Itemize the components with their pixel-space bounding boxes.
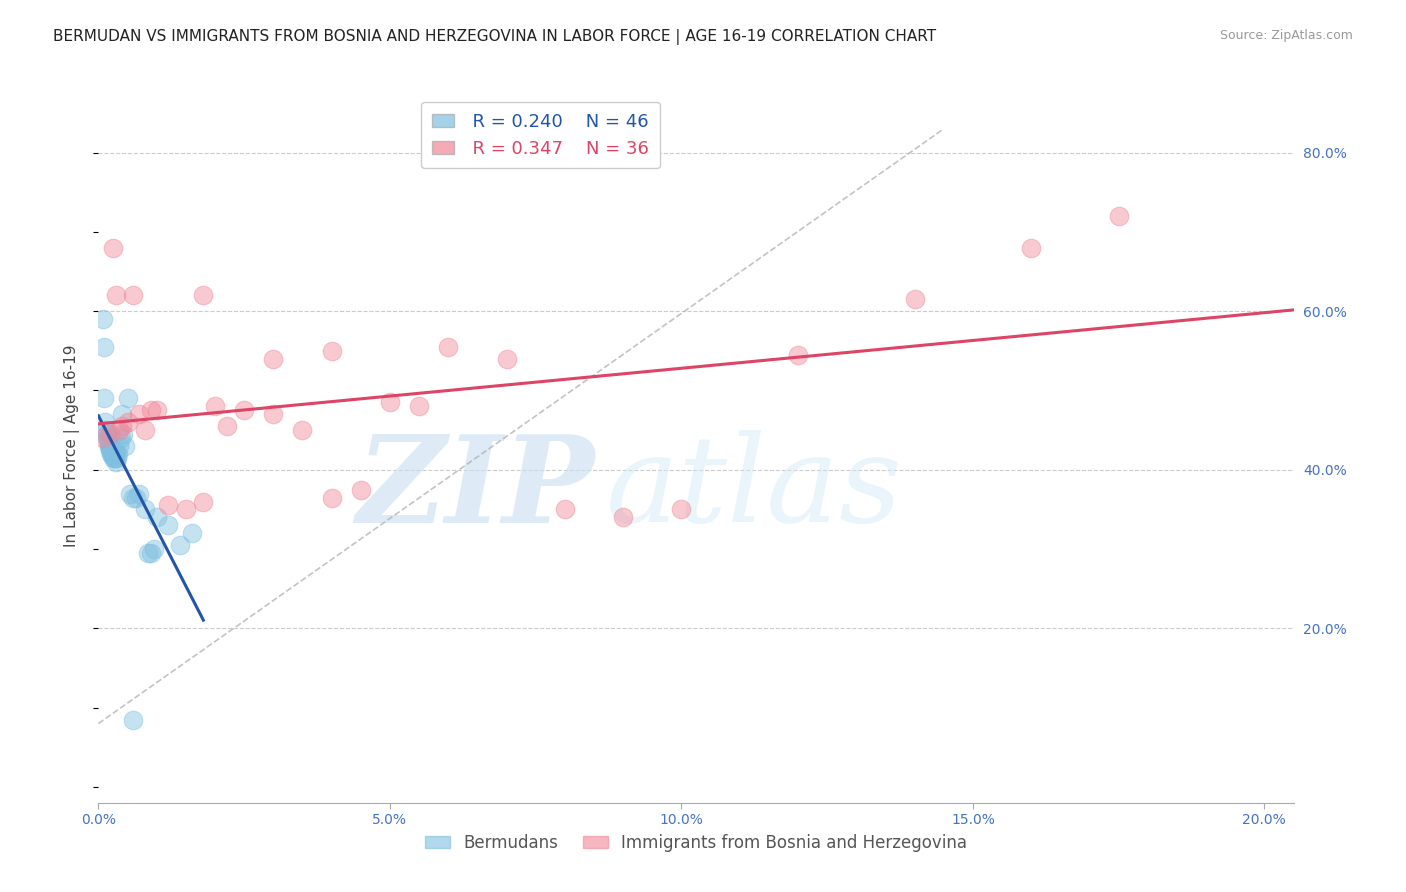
- Point: [107, 447, 129, 461]
- Point: [174, 502, 197, 516]
- Point: [139, 403, 162, 417]
- Point: [350, 483, 373, 497]
- Point: [495, 351, 517, 366]
- Point: [122, 288, 145, 302]
- Point: [98, 439, 121, 453]
- Point: [94, 415, 117, 429]
- Point: [117, 415, 139, 429]
- Point: [671, 502, 693, 516]
- Point: [91, 312, 114, 326]
- Point: [101, 447, 124, 461]
- Point: [378, 395, 401, 409]
- Point: [134, 423, 156, 437]
- Point: [110, 431, 132, 445]
- Point: [96, 431, 118, 445]
- Point: [233, 403, 256, 417]
- Point: [91, 431, 114, 445]
- Point: [105, 450, 128, 465]
- Point: [108, 439, 131, 453]
- Point: [97, 431, 120, 445]
- Point: [291, 423, 314, 437]
- Text: ZIP: ZIP: [356, 430, 595, 548]
- Point: [114, 439, 136, 453]
- Point: [437, 340, 460, 354]
- Point: [98, 427, 121, 442]
- Point: [117, 392, 139, 406]
- Point: [122, 713, 145, 727]
- Point: [111, 407, 134, 421]
- Point: [98, 442, 121, 457]
- Point: [903, 293, 925, 307]
- Point: [215, 419, 238, 434]
- Point: [321, 343, 343, 358]
- Point: [101, 450, 124, 465]
- Point: [193, 288, 215, 302]
- Text: BERMUDAN VS IMMIGRANTS FROM BOSNIA AND HERZEGOVINA IN LABOR FORCE | AGE 16-19 CO: BERMUDAN VS IMMIGRANTS FROM BOSNIA AND H…: [53, 29, 936, 45]
- Point: [101, 447, 124, 461]
- Point: [104, 455, 127, 469]
- Point: [139, 546, 162, 560]
- Point: [128, 486, 150, 500]
- Y-axis label: In Labor Force | Age 16-19: In Labor Force | Age 16-19: [63, 344, 80, 548]
- Point: [262, 407, 284, 421]
- Point: [104, 288, 127, 302]
- Point: [93, 392, 115, 406]
- Point: [193, 494, 215, 508]
- Point: [134, 502, 156, 516]
- Point: [122, 491, 145, 505]
- Point: [136, 546, 159, 560]
- Point: [157, 518, 180, 533]
- Point: [101, 241, 124, 255]
- Point: [104, 442, 127, 457]
- Point: [97, 435, 120, 450]
- Legend: Bermudans, Immigrants from Bosnia and Herzegovina: Bermudans, Immigrants from Bosnia and He…: [418, 828, 974, 859]
- Point: [554, 502, 576, 516]
- Point: [104, 450, 127, 465]
- Point: [101, 447, 124, 461]
- Point: [1108, 209, 1130, 223]
- Point: [204, 400, 226, 414]
- Point: [787, 348, 810, 362]
- Point: [93, 340, 115, 354]
- Point: [321, 491, 343, 505]
- Text: atlas: atlas: [606, 430, 903, 548]
- Point: [100, 442, 122, 457]
- Point: [120, 486, 142, 500]
- Point: [1019, 241, 1042, 255]
- Point: [96, 427, 118, 442]
- Point: [142, 542, 165, 557]
- Point: [145, 403, 167, 417]
- Point: [108, 423, 131, 437]
- Point: [408, 400, 430, 414]
- Text: Source: ZipAtlas.com: Source: ZipAtlas.com: [1219, 29, 1353, 42]
- Point: [612, 510, 634, 524]
- Point: [262, 351, 284, 366]
- Point: [94, 423, 117, 437]
- Point: [180, 526, 202, 541]
- Point: [145, 510, 167, 524]
- Point: [103, 450, 125, 465]
- Point: [128, 407, 150, 421]
- Point: [98, 442, 121, 457]
- Point: [103, 447, 125, 461]
- Point: [125, 491, 148, 505]
- Point: [104, 447, 127, 461]
- Point: [157, 499, 180, 513]
- Point: [97, 439, 120, 453]
- Point: [169, 538, 191, 552]
- Point: [111, 427, 134, 442]
- Point: [111, 419, 134, 434]
- Point: [100, 447, 122, 461]
